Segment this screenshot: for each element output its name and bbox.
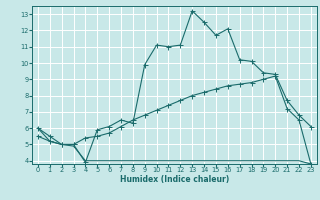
X-axis label: Humidex (Indice chaleur): Humidex (Indice chaleur) (120, 175, 229, 184)
